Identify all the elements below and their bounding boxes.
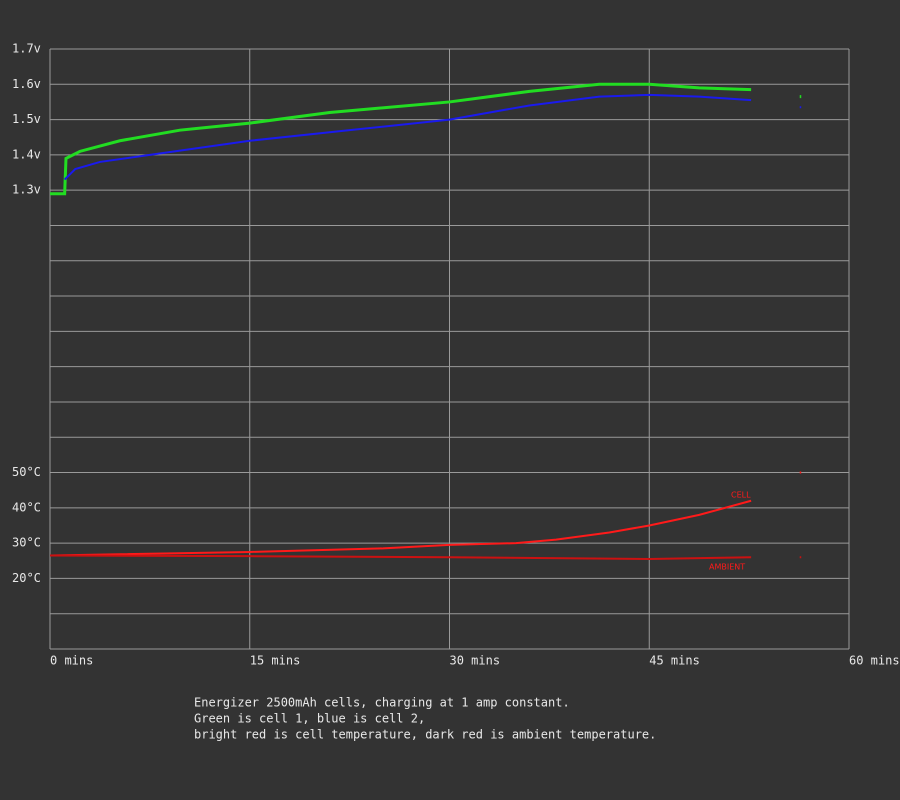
y-tick-label: 1.6v — [12, 77, 41, 91]
cell-annotation: CELL — [731, 491, 751, 500]
caption-line: Energizer 2500mAh cells, charging at 1 a… — [194, 696, 570, 710]
y2-tick-label: 20°C — [12, 571, 41, 585]
y2-tick-label: 50°C — [12, 465, 41, 479]
data-line — [50, 82, 802, 196]
y-tick-label: 1.4v — [12, 147, 41, 161]
data-line — [49, 554, 802, 561]
x-tick-label: 15 mins — [250, 654, 301, 668]
ambient-annotation: AMBIENT — [709, 563, 745, 572]
x-tick-label: 0 mins — [50, 654, 93, 668]
y-tick-label: 1.7v — [12, 42, 41, 56]
y-tick-label: 1.3v — [12, 183, 41, 197]
data-line — [49, 471, 802, 557]
y-tick-label: 1.5v — [12, 112, 41, 126]
y2-tick-label: 40°C — [12, 500, 41, 514]
y2-tick-label: 30°C — [12, 536, 41, 550]
x-tick-label: 60 mins — [849, 654, 900, 668]
data-line — [63, 93, 802, 181]
x-tick-label: 45 mins — [649, 654, 700, 668]
caption-line: Green is cell 1, blue is cell 2, — [194, 712, 425, 726]
caption-line: bright red is cell temperature, dark red… — [194, 728, 656, 742]
x-tick-label: 30 mins — [450, 654, 501, 668]
